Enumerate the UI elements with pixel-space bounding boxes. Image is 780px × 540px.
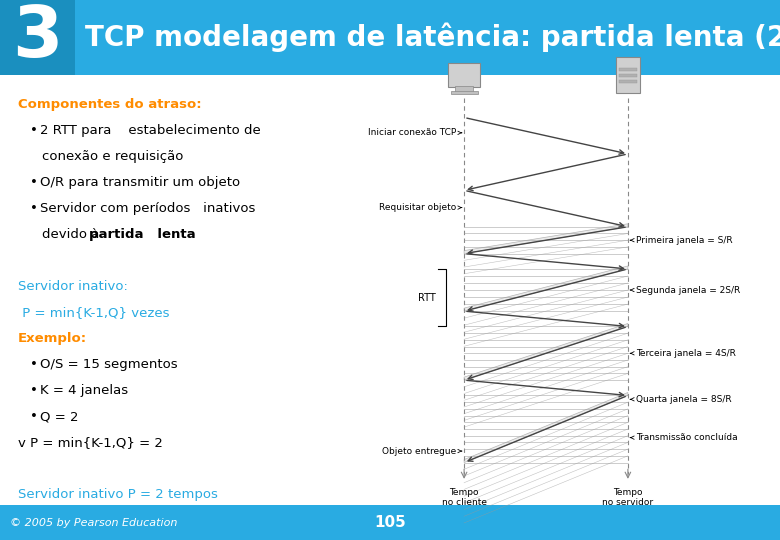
Bar	[0, 0, 75, 75]
Text: K = 4 janelas: K = 4 janelas	[40, 384, 128, 397]
Text: Servidor com períodos   inativos: Servidor com períodos inativos	[40, 202, 255, 215]
Bar	[451, 91, 477, 94]
Text: •: •	[30, 410, 38, 423]
Polygon shape	[464, 266, 628, 311]
Polygon shape	[464, 323, 628, 380]
Polygon shape	[464, 224, 628, 254]
Text: © 2005 by Pearson Education: © 2005 by Pearson Education	[10, 517, 177, 528]
Bar	[619, 75, 637, 77]
Text: devido à: devido à	[42, 228, 104, 241]
Text: 105: 105	[374, 515, 406, 530]
FancyBboxPatch shape	[616, 57, 640, 93]
Text: •: •	[30, 202, 38, 215]
Text: O/S = 15 segmentos: O/S = 15 segmentos	[40, 358, 178, 371]
Text: Transmissão concluída: Transmissão concluída	[630, 433, 738, 442]
Text: conexão e requisição: conexão e requisição	[42, 150, 183, 163]
Text: RTT: RTT	[418, 293, 436, 303]
Bar	[619, 80, 637, 83]
Text: •: •	[30, 384, 38, 397]
Bar	[619, 69, 637, 71]
Text: v P = min{K-1,Q} = 2: v P = min{K-1,Q} = 2	[18, 436, 163, 449]
FancyBboxPatch shape	[448, 63, 480, 87]
Text: Objeto entregue: Objeto entregue	[382, 447, 462, 456]
Text: •: •	[30, 358, 38, 371]
Text: Servidor inativo P = 2 tempos: Servidor inativo P = 2 tempos	[18, 488, 218, 501]
Bar	[0, 505, 780, 540]
Text: O/R para transmitir um objeto: O/R para transmitir um objeto	[40, 176, 240, 189]
Text: •: •	[30, 176, 38, 189]
Text: Requisitar objeto: Requisitar objeto	[379, 203, 462, 212]
Text: Segunda janela = 2S/R: Segunda janela = 2S/R	[630, 286, 740, 294]
Text: Primeira janela = S/R: Primeira janela = S/R	[630, 235, 732, 245]
Text: Q = 2: Q = 2	[40, 410, 79, 423]
Text: Quarta janela = 8S/R: Quarta janela = 8S/R	[630, 395, 732, 404]
Text: Iniciar conexão TCP: Iniciar conexão TCP	[368, 129, 462, 137]
Text: Exemplo:: Exemplo:	[18, 332, 87, 345]
Bar	[455, 86, 473, 92]
Text: TCP modelagem de latência: partida lenta (2): TCP modelagem de latência: partida lenta…	[85, 23, 780, 52]
Text: Tempo
no cliente: Tempo no cliente	[441, 488, 487, 507]
Text: P = min{K-1,Q} vezes: P = min{K-1,Q} vezes	[18, 306, 169, 319]
Bar	[0, 0, 780, 75]
Text: Componentes do atraso:: Componentes do atraso:	[18, 98, 201, 111]
Text: Tempo
no servidor: Tempo no servidor	[602, 488, 654, 507]
Text: Terceira janela = 4S/R: Terceira janela = 4S/R	[630, 349, 736, 358]
Text: 3: 3	[12, 3, 62, 72]
Text: partida   lenta: partida lenta	[89, 228, 196, 241]
Polygon shape	[464, 393, 628, 463]
Text: •: •	[30, 124, 38, 137]
Text: 2 RTT para    estabelecimento de: 2 RTT para estabelecimento de	[40, 124, 261, 137]
Text: Servidor inativo:: Servidor inativo:	[18, 280, 128, 293]
